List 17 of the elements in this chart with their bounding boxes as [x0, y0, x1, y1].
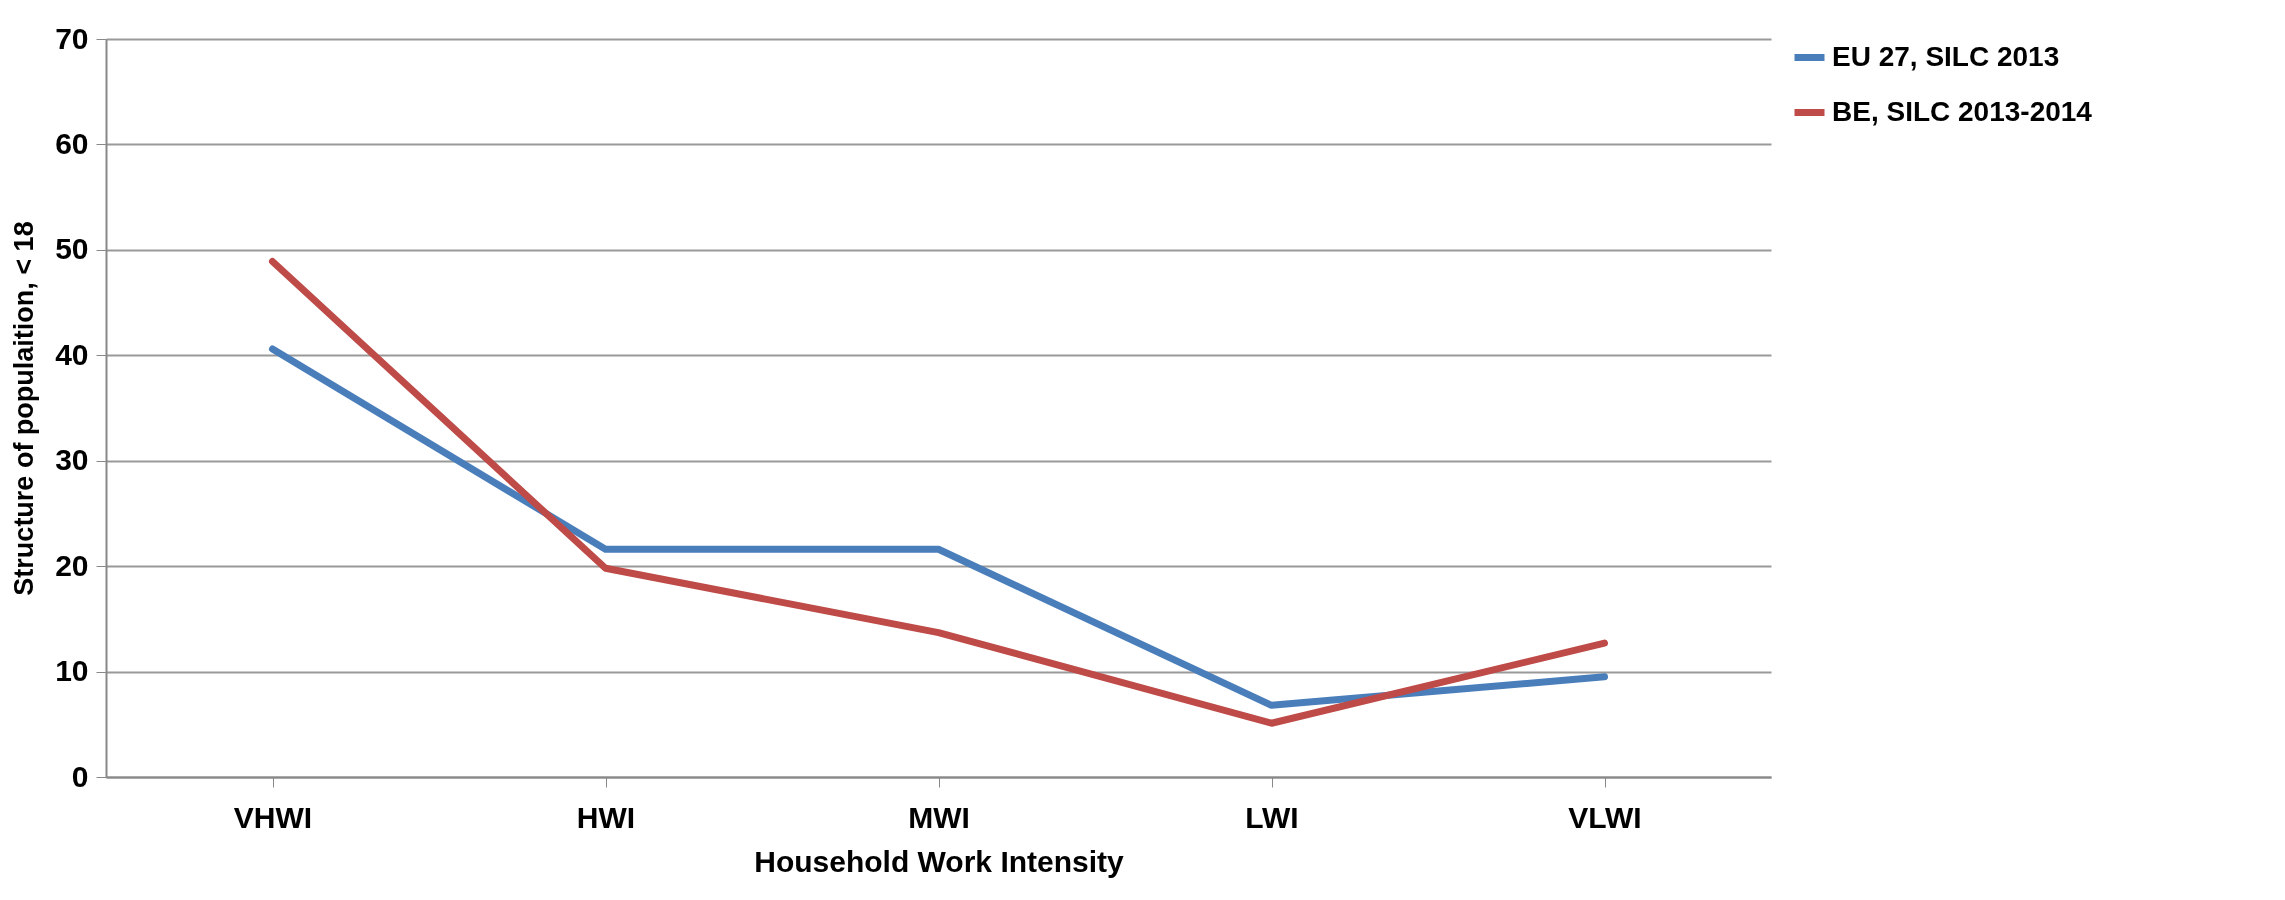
- y-tick-label: 60: [55, 126, 89, 160]
- y-tick-label: 0: [71, 759, 89, 793]
- x-axis-title: Household Work Intensity: [754, 844, 1125, 878]
- y-tick-label: 70: [55, 21, 89, 55]
- x-tick-label: HWI: [576, 800, 636, 834]
- x-tick-label: LWI: [1245, 800, 1299, 834]
- x-tick-label: MWI: [908, 800, 970, 834]
- legend-label: EU 27, SILC 2013: [1832, 40, 2060, 72]
- y-tick-label: 20: [55, 548, 89, 582]
- y-tick-label: 50: [55, 232, 89, 266]
- y-axis-title: Structure of populaition, < 18: [9, 221, 40, 596]
- x-tick-label: VHWI: [233, 800, 313, 834]
- x-tick-label: VLWI: [1568, 800, 1642, 834]
- y-tick-label: 30: [55, 443, 89, 477]
- y-tick-label: 40: [55, 337, 89, 371]
- y-tick-label: 10: [55, 654, 89, 688]
- legend-label: BE, SILC 2013-2014: [1832, 95, 2093, 127]
